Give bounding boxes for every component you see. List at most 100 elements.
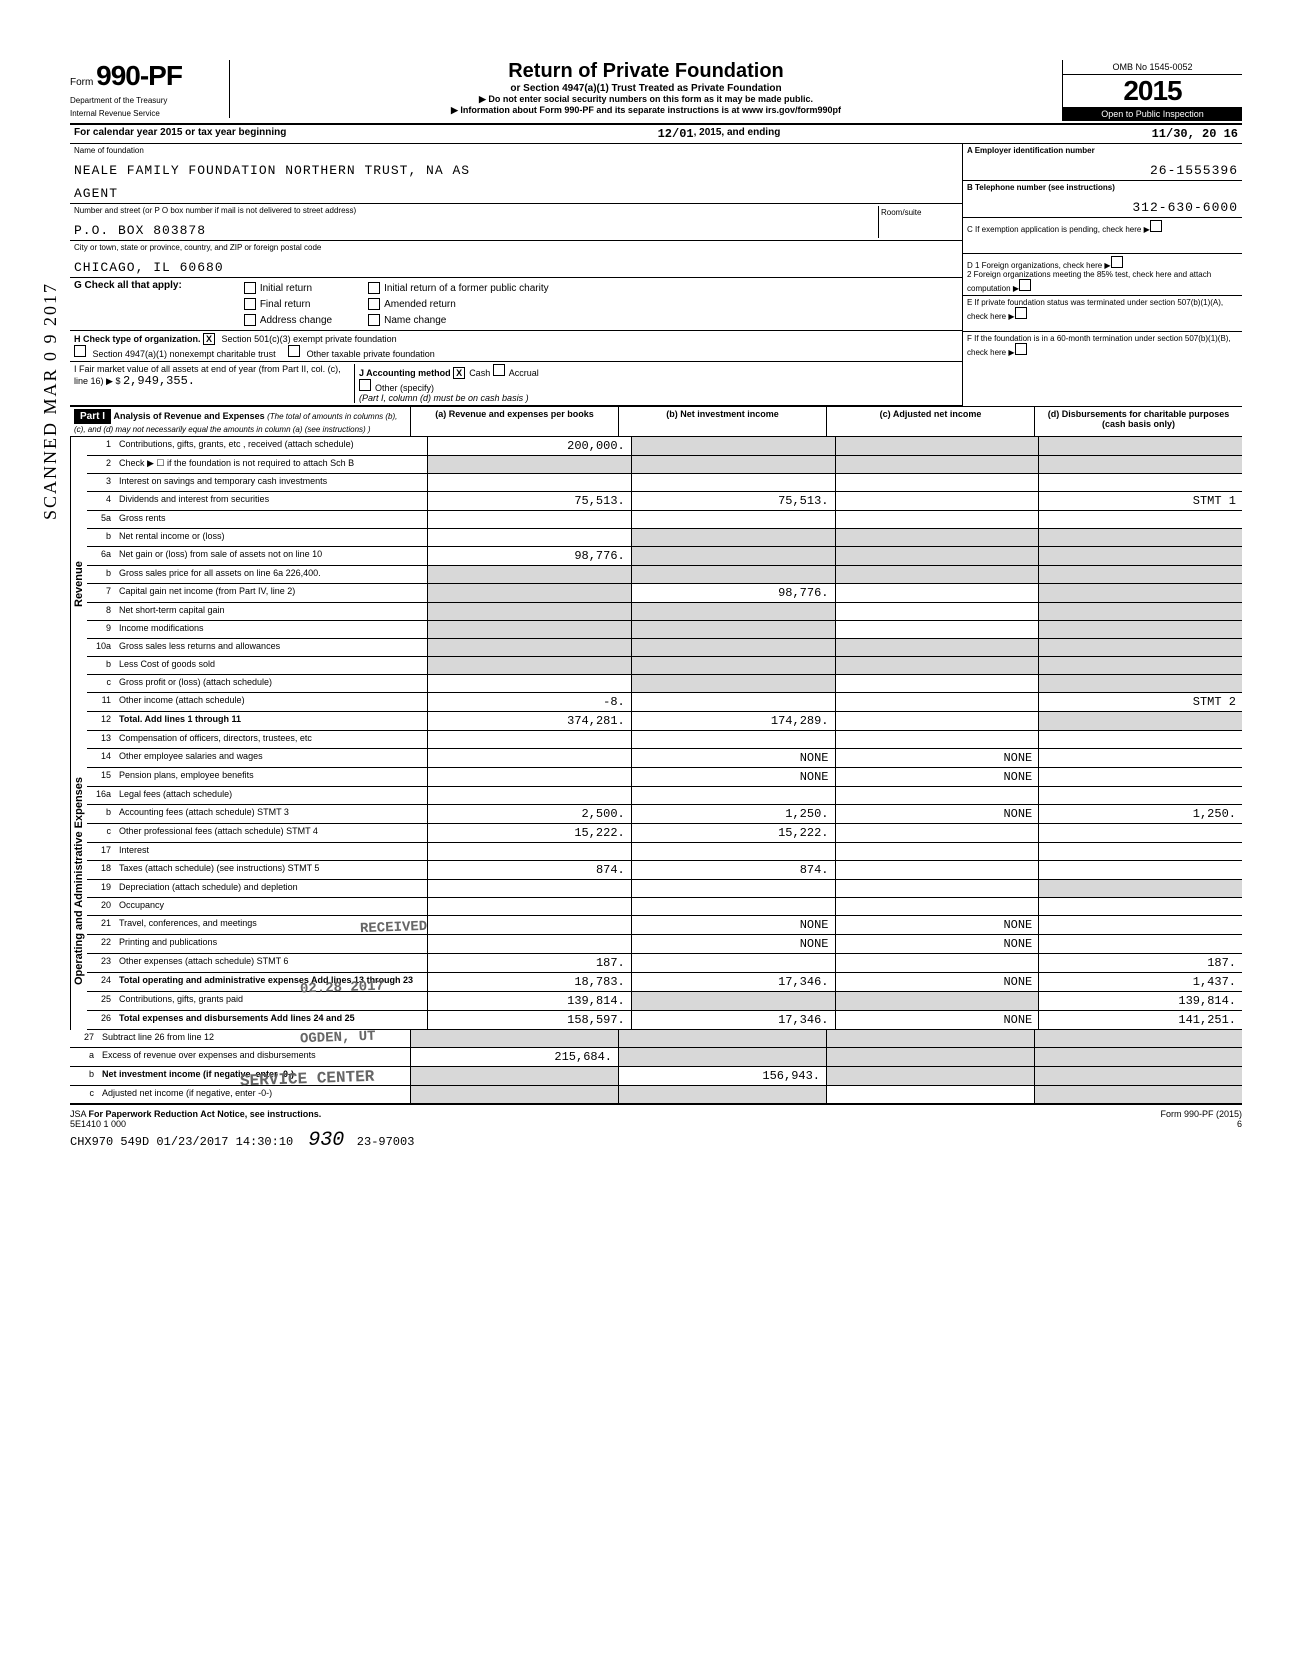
line-6b: bGross sales price for all assets on lin…: [87, 566, 1242, 584]
handwritten-930: 930: [308, 1129, 344, 1152]
dept-treasury: Department of the Treasury: [70, 96, 223, 105]
identification-block: Name of foundation NEALE FAMILY FOUNDATI…: [70, 144, 1242, 407]
check-60month[interactable]: [1015, 343, 1027, 355]
col-b: [631, 511, 835, 528]
check-address-change[interactable]: Address change: [242, 312, 334, 328]
line-6a: 6aNet gain or (loss) from sale of assets…: [87, 547, 1242, 566]
line-1: 1Contributions, gifts, grants, etc , rec…: [87, 437, 1242, 456]
check-former-charity[interactable]: Initial return of a former public charit…: [366, 280, 551, 296]
col-b: [618, 1086, 826, 1103]
col-a: [427, 529, 631, 546]
year-end: 11/30, 20 16: [1152, 127, 1238, 141]
check-foreign-85[interactable]: [1019, 279, 1031, 291]
col-b: [631, 731, 835, 748]
check-foreign[interactable]: [1111, 256, 1123, 268]
col-b: 75,513.: [631, 492, 835, 510]
col-d: [1038, 880, 1242, 897]
check-4947[interactable]: [74, 345, 86, 357]
ogden-stamp: OGDEN, UT: [300, 1029, 376, 1048]
col-c: NONE: [835, 1011, 1039, 1029]
line-num: 8: [87, 603, 115, 620]
col-d: [1038, 898, 1242, 915]
check-initial-return[interactable]: Initial return: [242, 280, 334, 296]
line-11: 11Other income (attach schedule)-8.STMT …: [87, 693, 1242, 712]
col-c: NONE: [835, 749, 1039, 767]
omb-number: OMB No 1545-0052: [1063, 60, 1242, 75]
line-label: Other income (attach schedule): [115, 693, 427, 711]
col-d: 187.: [1038, 954, 1242, 972]
col-d: [1038, 861, 1242, 879]
col-c: [835, 657, 1039, 674]
line-num: 2: [87, 456, 115, 473]
col-a: [427, 916, 631, 934]
line-num: 9: [87, 621, 115, 638]
check-exemption[interactable]: [1150, 220, 1162, 232]
line-15: 15Pension plans, employee benefitsNONENO…: [87, 768, 1242, 787]
foundation-address: P.O. BOX 803878: [74, 215, 878, 238]
col-d: [1038, 566, 1242, 583]
col-a: [410, 1086, 618, 1103]
check-final-return[interactable]: Final return: [242, 296, 334, 312]
col-c: [835, 992, 1039, 1010]
col-a: [427, 787, 631, 804]
col-b: 174,289.: [631, 712, 835, 730]
col-c: [835, 511, 1039, 528]
col-d: [1034, 1030, 1242, 1047]
col-d: 139,814.: [1038, 992, 1242, 1010]
page-num: 6: [1237, 1119, 1242, 1129]
ein-value: 26-1555396: [967, 155, 1238, 178]
line-21: 21Travel, conferences, and meetingsNONEN…: [87, 916, 1242, 935]
footer-stamp: CHX970 549D 01/23/2017 14:30:10: [70, 1135, 293, 1149]
check-cash[interactable]: X: [453, 367, 465, 379]
col-b: [631, 787, 835, 804]
line-num: 6a: [87, 547, 115, 565]
line-num: 27: [70, 1030, 98, 1047]
col-c: NONE: [835, 916, 1039, 934]
paperwork-notice: For Paperwork Reduction Act Notice, see …: [89, 1109, 322, 1119]
line-num: 13: [87, 731, 115, 748]
line-num: 22: [87, 935, 115, 953]
date-stamp: 02.28 2017: [300, 979, 385, 998]
line-label: Capital gain net income (from Part IV, l…: [115, 584, 427, 602]
col-a: 187.: [427, 954, 631, 972]
col-a: 158,597.: [427, 1011, 631, 1029]
col-d: [1038, 584, 1242, 602]
col-b: 17,346.: [631, 973, 835, 991]
check-terminated[interactable]: [1015, 307, 1027, 319]
h-label: H Check type of organization.: [74, 334, 201, 344]
line-23: 23Other expenses (attach schedule) STMT …: [87, 954, 1242, 973]
col-b: [631, 474, 835, 491]
h-opt2: Section 4947(a)(1) nonexempt charitable …: [93, 349, 276, 359]
line-label: Contributions, gifts, grants paid: [115, 992, 427, 1010]
ein-label: A Employer identification number: [967, 146, 1238, 155]
expenses-label: Operating and Administrative Expenses: [70, 731, 87, 1030]
check-name-change[interactable]: Name change: [366, 312, 551, 328]
instructions-note: ▶ Information about Form 990-PF and its …: [238, 105, 1054, 116]
line-num: 19: [87, 880, 115, 897]
check-accrual[interactable]: [493, 364, 505, 376]
col-a: 200,000.: [427, 437, 631, 455]
line-25: 25Contributions, gifts, grants paid139,8…: [87, 992, 1242, 1011]
col-a: [427, 731, 631, 748]
line-16b: bAccounting fees (attach schedule) STMT …: [87, 805, 1242, 824]
line-16a: 16aLegal fees (attach schedule): [87, 787, 1242, 805]
col-a: 139,814.: [427, 992, 631, 1010]
form-subtitle: or Section 4947(a)(1) Trust Treated as P…: [238, 83, 1054, 94]
line-5b: bNet rental income or (loss): [87, 529, 1242, 547]
col-c-head: (c) Adjusted net income: [826, 407, 1034, 436]
line-label: Contributions, gifts, grants, etc , rece…: [115, 437, 427, 455]
col-a: 874.: [427, 861, 631, 879]
col-b: [631, 639, 835, 656]
line-num: 25: [87, 992, 115, 1010]
col-b: [631, 898, 835, 915]
check-other-method[interactable]: [359, 379, 371, 391]
check-other-taxable[interactable]: [288, 345, 300, 357]
col-b: [631, 880, 835, 897]
col-b: [631, 657, 835, 674]
col-b: 156,943.: [618, 1067, 826, 1085]
col-d: 1,250.: [1038, 805, 1242, 823]
check-501c3[interactable]: X: [203, 333, 215, 345]
col-b: [631, 954, 835, 972]
col-a: [427, 768, 631, 786]
check-amended[interactable]: Amended return: [366, 296, 551, 312]
